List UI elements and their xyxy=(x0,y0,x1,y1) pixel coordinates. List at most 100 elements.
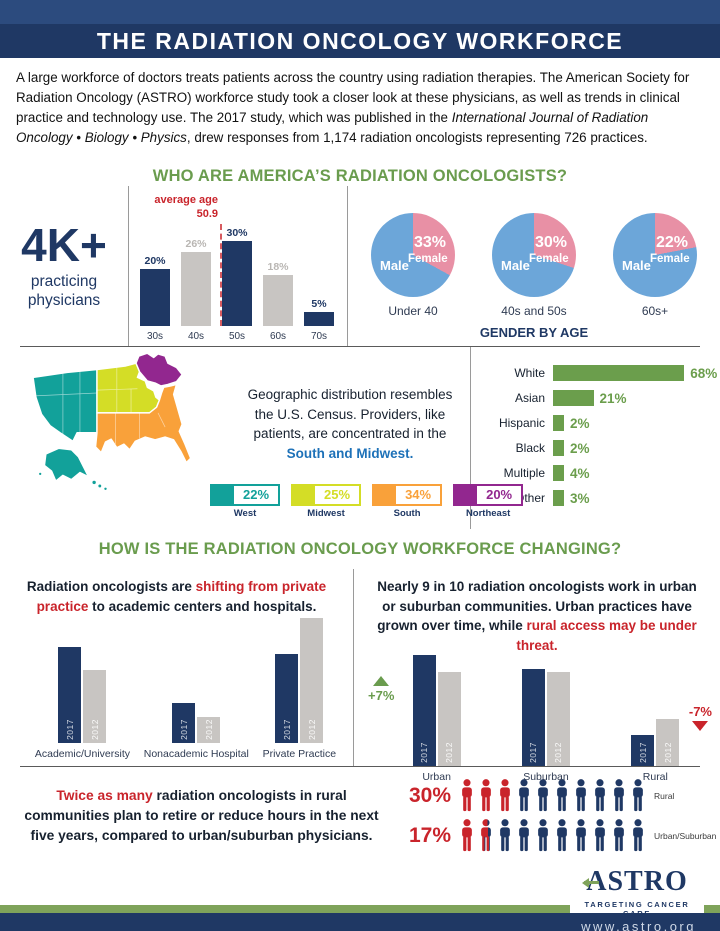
legend-value: 25% xyxy=(313,484,362,506)
year-bar: 20%2012 xyxy=(656,718,680,766)
age-category-label: 40s xyxy=(187,331,205,342)
year-bar: 47%2017 xyxy=(412,655,436,766)
age-category-label: 50s xyxy=(228,331,246,342)
pie-male-label: Male xyxy=(501,258,530,273)
bar-year-label: 2017 xyxy=(64,719,75,740)
retirement-caption-red: Twice as many xyxy=(56,787,153,803)
pictograph-label: Urban/Suburban xyxy=(654,830,717,841)
bar-group: 47%201740%2012 Urban xyxy=(412,655,461,783)
community-caption-1: Nearly 9 in 10 radiation oncologists wor… xyxy=(377,579,697,634)
pictograph-label: Rural xyxy=(654,790,675,801)
legend-swatch xyxy=(453,484,476,506)
page-title: THE RADIATION ONCOLOGY WORKFORCE xyxy=(96,27,624,54)
practice-caption-1: Radiation oncologists are xyxy=(26,579,196,594)
legend-item: 22% West xyxy=(210,484,281,519)
gender-chart-title: GENDER BY AGE xyxy=(479,325,589,340)
bar-year-label: 2017 xyxy=(178,719,189,740)
delta-up-annotation: +7% xyxy=(368,675,395,703)
legend-swatch-row: 22% xyxy=(210,484,281,506)
person-icon xyxy=(633,819,643,852)
header-top-strip xyxy=(0,0,720,24)
bar-pair: 38%201753%2012 xyxy=(275,618,324,743)
race-row: Hispanic 2% xyxy=(481,415,720,431)
community-type-chart: 47%201740%2012Urban41%201740%2012Suburba… xyxy=(354,655,720,788)
map-state-lines xyxy=(34,367,166,445)
bar-group-label: Private Practice xyxy=(262,748,337,760)
year-bar: 40%2012 xyxy=(546,671,570,766)
legend-swatch-row: 20% xyxy=(453,484,524,506)
age-category-label: 30s xyxy=(146,331,164,342)
bar-year-label: 2012 xyxy=(444,741,455,763)
delta-value: +7% xyxy=(368,687,395,703)
practice-setting-column: Radiation oncologists are shifting from … xyxy=(0,569,354,766)
pie-age-group-label: Under 40 xyxy=(388,304,438,318)
person-icon xyxy=(633,779,643,812)
person-icon xyxy=(462,819,472,852)
physician-count-value: 4K+ xyxy=(21,218,107,271)
age-category-label: 60s xyxy=(269,331,287,342)
gender-column: Male 33% Female Under 40 Male 30% Female 40s an… xyxy=(348,186,720,346)
demographics-row: 4K+ practicing physicians average age 50.… xyxy=(0,186,720,346)
age-bar xyxy=(263,275,293,326)
race-value: 3% xyxy=(570,490,590,506)
bar-year-label: 2012 xyxy=(203,719,214,740)
intro-paragraph: A large workforce of doctors treats pati… xyxy=(0,58,720,156)
race-value: 2% xyxy=(570,440,590,456)
bar-pair: 41%201740%2012 xyxy=(521,669,570,766)
gender-pie: Male 22% Female 60s+ xyxy=(599,213,711,318)
person-icon xyxy=(500,819,510,852)
year-bar: 41%2017 xyxy=(58,646,82,743)
race-value: 2% xyxy=(570,415,590,431)
map-islands xyxy=(39,472,107,491)
community-column: Nearly 9 in 10 radiation oncologists wor… xyxy=(354,569,720,783)
bar-year-label: 2017 xyxy=(528,741,539,763)
legend-label: Northeast xyxy=(465,508,511,519)
bar-group: 17%201711%2012 Nonacademic Hospital xyxy=(144,703,249,760)
legend-swatch xyxy=(372,484,395,506)
race-bar xyxy=(553,440,564,456)
delta-down-annotation: -7% xyxy=(689,704,712,731)
person-icon xyxy=(614,819,624,852)
geography-row: Geographic distribution resembles the U.… xyxy=(0,347,720,529)
year-bar: 17%2017 xyxy=(172,703,196,743)
legend-swatch xyxy=(210,484,232,506)
year-bar: 31%2012 xyxy=(83,670,107,743)
legend-value: 22% xyxy=(232,484,281,506)
bar-pair: 47%201740%2012 xyxy=(412,655,461,766)
gender-pie: Male 33% Female Under 40 xyxy=(357,213,469,318)
bar-group: 41%201731%2012 Academic/University xyxy=(35,646,130,760)
age-bar xyxy=(140,269,170,326)
age-category-label: 70s xyxy=(310,331,328,342)
astro-logo-arrow-icon xyxy=(582,877,599,888)
astro-logo-text: ASTRO xyxy=(586,866,688,897)
astro-logo: ASTRO TARGETING CANCER CARE xyxy=(570,866,704,918)
gender-pie-charts: Male 33% Female Under 40 Male 30% Female 40s an… xyxy=(348,213,720,318)
race-bar xyxy=(553,415,564,431)
bar-group-label: Urban xyxy=(422,770,451,783)
year-bar: 53%2012 xyxy=(300,618,324,743)
race-label: Multiple xyxy=(503,466,545,480)
physician-count-block: 4K+ practicing physicians xyxy=(0,186,129,346)
retirement-row: Twice as many radiation oncologists in r… xyxy=(0,767,720,864)
triangle-down-icon xyxy=(692,720,709,731)
legend-item: 20% Northeast xyxy=(453,484,524,519)
person-icon xyxy=(519,819,529,852)
pie-female-label: Female xyxy=(650,253,690,265)
map-caption-text: Geographic distribution resembles the U.… xyxy=(247,387,453,442)
race-row: Multiple 4% xyxy=(481,465,720,481)
age-distribution-chart: average age 50.9 20% 30s 26% 40s 30% 50s 18% 60s 5… xyxy=(132,192,344,342)
delta-value: -7% xyxy=(688,703,712,719)
person-icon xyxy=(614,779,624,812)
map-caption: Geographic distribution resembles the U.… xyxy=(243,385,457,463)
race-bar xyxy=(553,490,564,506)
race-value: 21% xyxy=(599,390,627,406)
person-icon xyxy=(538,779,548,812)
age-bar xyxy=(222,241,252,326)
pictograph-icons xyxy=(459,779,646,812)
average-age-line xyxy=(220,224,222,326)
race-row: Asian 21% xyxy=(481,390,720,406)
divider-2 xyxy=(20,766,700,767)
map-legend: 22% West 25% Midwest 34% South 20% Northeast xyxy=(210,484,524,519)
